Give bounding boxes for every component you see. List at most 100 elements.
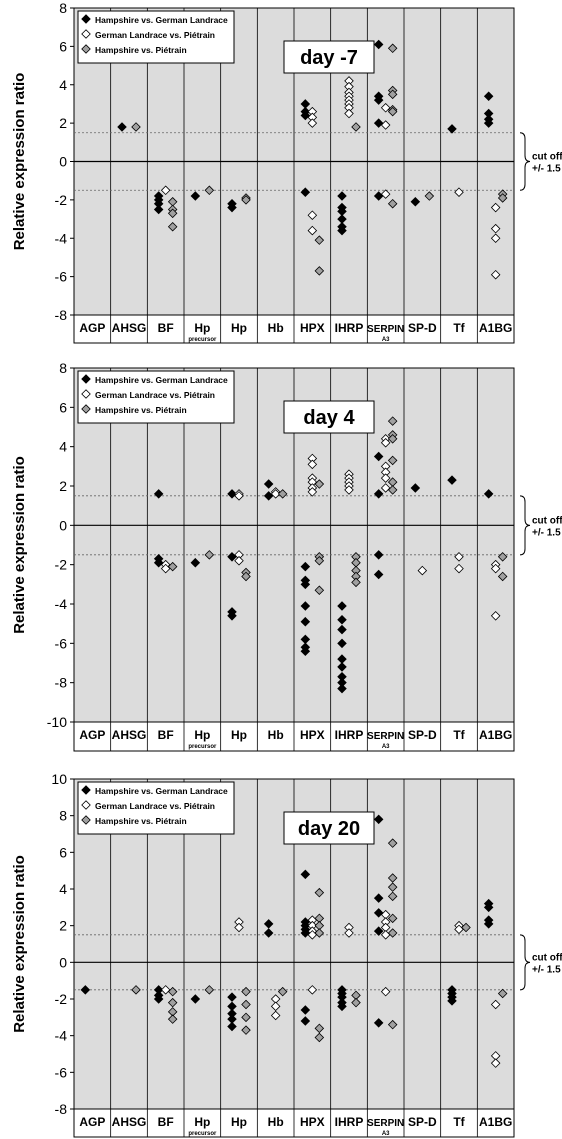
legend-label: Hampshire vs. Piétrain (95, 816, 187, 826)
data-point-marker (81, 389, 91, 399)
data-point-marker (263, 919, 274, 929)
cutoff-note-line2: +/- 1.5 (532, 164, 561, 175)
legend-label: Hampshire vs. Piétrain (95, 405, 187, 415)
y-axis-label: Relative expression ratio (11, 456, 28, 634)
data-point-marker (373, 39, 384, 50)
y-tick-label: -2 (55, 991, 68, 1007)
data-point-marker (263, 928, 274, 938)
legend-label: German Landrace vs. Piétrain (95, 30, 215, 40)
chart-panel-2: -10 -8 -6 -4 -2 0 2 4 6 8 cut off+/- 1.5 Relative e… (11, 360, 562, 752)
data-point-marker (300, 869, 311, 880)
cutoff-brace (519, 495, 531, 556)
data-point-marker (454, 187, 464, 197)
y-tick-label: -8 (55, 307, 68, 323)
data-point-marker (351, 997, 361, 1008)
data-point-marker (131, 122, 141, 132)
data-point-marker (454, 552, 464, 562)
y-tick-label: 4 (59, 881, 67, 897)
data-point-marker (190, 557, 201, 568)
data-point-marker (167, 561, 178, 572)
y-tick-label: 2 (59, 918, 67, 934)
legend-box (77, 781, 235, 835)
cutoff-note-line2: +/- 1.5 (532, 527, 561, 538)
data-point-marker (153, 204, 164, 215)
y-tick-label: -4 (55, 1028, 68, 1044)
data-point-marker (380, 189, 391, 199)
y-tick-label: -10 (47, 714, 67, 730)
data-point-marker (314, 479, 325, 489)
category-label: AGP (79, 321, 105, 335)
data-point-marker (490, 223, 501, 234)
category-label: IHRP (335, 728, 364, 742)
data-point-marker (387, 106, 398, 117)
data-point-marker (387, 43, 398, 54)
data-point-marker (307, 459, 318, 470)
data-point-marker (351, 122, 361, 132)
data-point-marker (337, 601, 347, 611)
data-point-marker (300, 601, 311, 611)
data-point-marker (380, 437, 391, 448)
data-point-marker (153, 489, 164, 499)
data-point-marker (373, 550, 384, 560)
data-point-marker (167, 221, 178, 232)
data-point-marker (227, 552, 237, 562)
data-point-marker (373, 926, 384, 936)
data-point-marker (314, 887, 325, 898)
legend-label: German Landrace vs. Piétrain (95, 801, 215, 811)
data-point-marker (387, 455, 398, 466)
data-point-marker (344, 108, 354, 119)
y-axis-label: Relative expression ratio (11, 73, 28, 251)
y-tick-label: 2 (59, 115, 67, 131)
data-point-marker (81, 404, 91, 414)
data-point-marker (387, 434, 398, 444)
category-label: Hb (268, 728, 284, 742)
category-label: Tf (453, 728, 465, 742)
legend-label: German Landrace vs. Piétrain (95, 390, 215, 400)
data-point-marker (447, 475, 457, 485)
data-point-marker (263, 479, 274, 489)
data-point-marker (300, 646, 311, 656)
y-tick-label: -6 (55, 635, 68, 651)
data-point-marker (270, 1010, 281, 1021)
data-point-marker (387, 891, 398, 902)
data-point-marker (241, 1012, 251, 1023)
data-point-marker (373, 908, 384, 918)
data-point-marker (81, 374, 91, 384)
cutoff-brace (519, 132, 531, 191)
data-point-marker (410, 197, 421, 207)
data-point-marker (270, 1001, 281, 1012)
data-point-marker (337, 638, 347, 649)
category-label: A1BG (479, 1115, 512, 1129)
data-point-marker (241, 999, 251, 1010)
data-point-marker (234, 922, 244, 933)
data-point-marker (167, 997, 178, 1008)
y-tick-label: 2 (59, 478, 67, 494)
legend-label: Hampshire vs. German Landrace (95, 786, 228, 796)
title-box (283, 40, 375, 74)
data-point-marker (387, 198, 398, 209)
chart-panel-3: -8 -6 -4 -2 0 2 4 6 8 10 cut off+/- 1.5 Relative ex… (11, 771, 562, 1138)
cutoff-brace (519, 934, 531, 991)
category-sublabel: precursor (188, 1131, 217, 1137)
data-point-marker (380, 120, 391, 130)
data-point-marker (483, 902, 494, 913)
category-label: IHRP (335, 1115, 364, 1129)
category-label: A1BG (479, 321, 512, 335)
category-label: SERPIN (367, 731, 404, 742)
data-point-marker (373, 1018, 384, 1028)
chart-panel-1: -8 -6 -4 -2 0 2 4 6 8 cut off+/- 1.5 Relative expr… (11, 0, 562, 344)
data-point-marker (241, 571, 251, 582)
data-point-marker (490, 611, 501, 621)
data-point-marker (81, 44, 91, 54)
data-point-marker (81, 14, 91, 24)
y-tick-label: 8 (59, 360, 67, 376)
category-label: AHSG (112, 1115, 147, 1129)
category-label: SERPIN (367, 324, 404, 335)
category-label: Hp (231, 321, 247, 335)
y-tick-label: 6 (59, 38, 67, 54)
category-label: SP-D (408, 321, 437, 335)
legend: Hampshire vs. German Landrace German Land… (77, 370, 235, 424)
data-point-marker (227, 1021, 237, 1032)
category-sublabel: A3 (382, 1131, 390, 1137)
category-label: AHSG (112, 728, 147, 742)
